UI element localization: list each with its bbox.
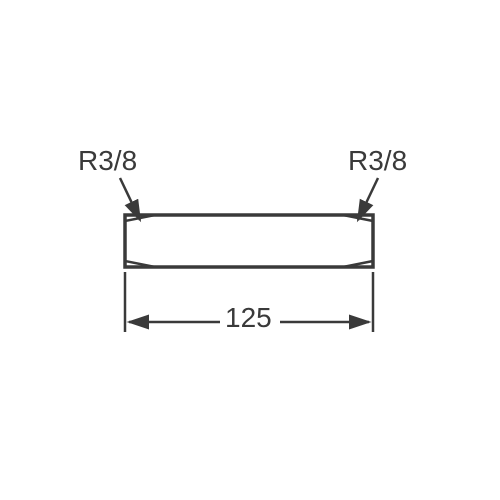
left-thread-label: R3/8 (78, 145, 137, 177)
right-thread-label: R3/8 (348, 145, 407, 177)
length-dimension-label: 125 (225, 302, 272, 334)
technical-drawing-svg (0, 0, 500, 500)
